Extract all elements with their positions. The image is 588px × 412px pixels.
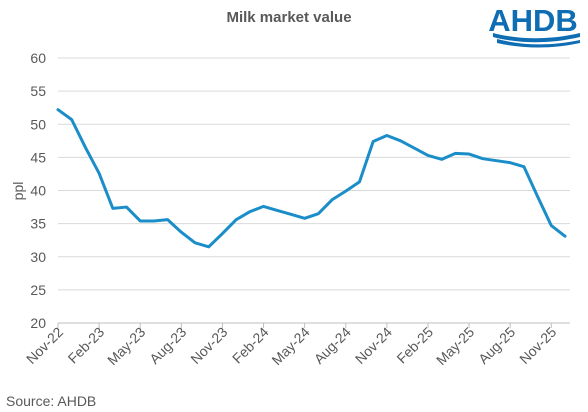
y-tick-label: 40 (30, 183, 46, 199)
source-note: Source: AHDB (6, 393, 96, 409)
x-tick-label: May-24 (268, 324, 312, 368)
y-axis-label: ppl (10, 182, 26, 201)
y-tick-label: 30 (30, 249, 46, 265)
y-tick-label: 55 (30, 83, 46, 99)
y-axis-ticks: 20 25 30 35 40 45 50 55 60 (30, 50, 46, 331)
x-tick-label: May-23 (104, 324, 148, 368)
logo-wave-2 (497, 39, 580, 48)
x-tick-label: Nov-24 (352, 324, 395, 367)
y-tick-label: 50 (30, 116, 46, 132)
y-tick-label: 25 (30, 282, 46, 298)
x-tick-label: Feb-23 (65, 324, 108, 367)
x-tick-label: Aug-25 (475, 324, 518, 367)
logo-text: AHDB (488, 3, 578, 38)
x-tick-label: Nov-25 (516, 324, 559, 367)
x-tick-label: Nov-23 (187, 324, 230, 367)
x-axis-ticks: Nov-22Feb-23May-23Aug-23Nov-23Feb-24May-… (23, 323, 560, 368)
gridlines (58, 57, 570, 291)
y-tick-label: 45 (30, 149, 46, 165)
y-tick-label: 60 (30, 50, 46, 66)
chart-title: Milk market value (226, 9, 351, 26)
x-tick-label: Feb-24 (229, 324, 272, 367)
x-tick-label: Aug-24 (311, 324, 354, 367)
x-tick-label: May-25 (433, 324, 477, 368)
ahdb-logo: AHDB (488, 3, 580, 48)
logo-wave-1 (493, 33, 580, 43)
x-tick-label: Feb-25 (393, 324, 436, 367)
y-tick-label: 35 (30, 216, 46, 232)
y-tick-label: 20 (30, 315, 46, 331)
series-line-milk-value (56, 108, 567, 249)
x-tick-label: Aug-23 (146, 324, 189, 367)
